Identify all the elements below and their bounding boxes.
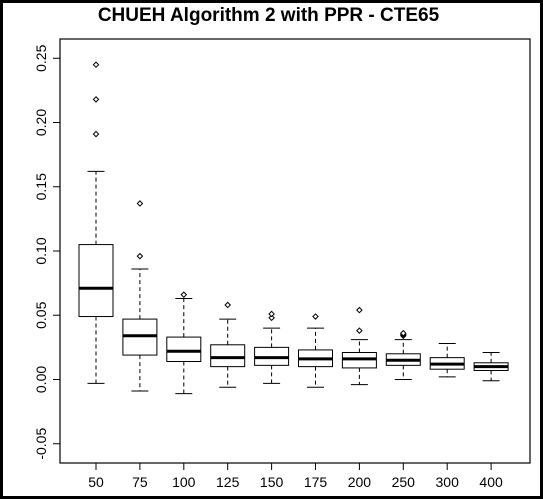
outlier-point: [399, 329, 407, 337]
outlier-point: [92, 96, 100, 103]
x-tick-label: 300: [436, 474, 460, 490]
y-tick-label: -0.05: [33, 428, 49, 460]
outlier-point: [356, 327, 363, 334]
box-200: [341, 306, 377, 386]
box-250: [385, 329, 421, 380]
x-tick-label: 200: [348, 474, 372, 490]
x-tick-label: 125: [216, 474, 240, 490]
outlier-point: [224, 301, 232, 309]
box-125: [210, 301, 246, 388]
box-150: [254, 310, 290, 384]
box-iqr: [166, 336, 202, 362]
x-tick-label: 150: [260, 474, 284, 490]
outlier-point: [268, 310, 275, 318]
outlier-point: [180, 291, 188, 298]
y-tick-label: 0.25: [33, 44, 49, 71]
outlier-point: [356, 306, 363, 314]
y-tick-label: 0.20: [33, 109, 49, 136]
box-300: [429, 343, 465, 378]
y-tick-label: 0.05: [33, 301, 49, 328]
x-tick-label: 100: [172, 474, 196, 490]
outlier-point: [92, 130, 100, 138]
outlier-point: [136, 252, 144, 260]
y-tick-label: 0.15: [33, 173, 49, 200]
outlier-point: [268, 314, 275, 322]
box-175: [298, 313, 333, 388]
x-tick-label: 75: [132, 474, 148, 490]
outlier-point: [312, 313, 319, 320]
outlier-point: [92, 61, 100, 69]
box-400: [473, 352, 509, 382]
outlier-point: [136, 200, 144, 207]
chart-title: CHUEH Algorithm 2 with PPR - CTE65: [97, 5, 440, 26]
box-iqr: [210, 344, 246, 368]
box-75: [122, 200, 158, 392]
box-iqr: [78, 244, 114, 318]
x-tick-label: 250: [392, 474, 416, 490]
y-tick-label: 0.10: [33, 237, 49, 264]
plot-area-border: [59, 38, 531, 464]
x-tick-label: 400: [479, 474, 503, 490]
y-tick-label: 0.00: [33, 366, 49, 393]
box-100: [166, 291, 202, 395]
x-tick-label: 50: [88, 474, 104, 490]
x-tick-label: 175: [304, 474, 328, 490]
box-50: [78, 61, 114, 384]
